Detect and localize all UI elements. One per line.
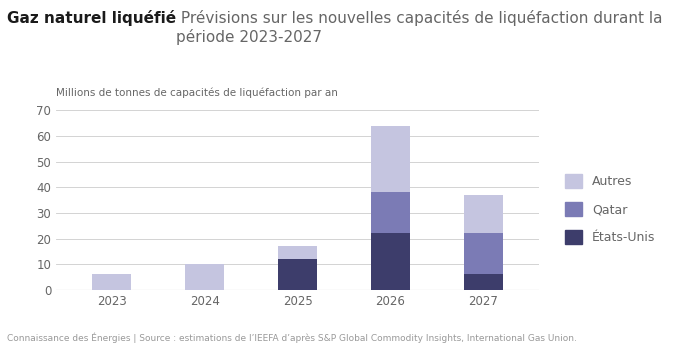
Text: Prévisions sur les nouvelles capacités de liquéfaction durant la
période 2023-20: Prévisions sur les nouvelles capacités d…: [176, 10, 663, 45]
Legend: Autres, Qatar, États-Unis: Autres, Qatar, États-Unis: [565, 174, 655, 245]
Text: Gaz naturel liquéfié: Gaz naturel liquéfié: [7, 10, 176, 26]
Bar: [371, 234, 410, 290]
Bar: [464, 195, 503, 234]
Bar: [464, 274, 503, 290]
Bar: [185, 264, 224, 290]
Bar: [371, 126, 410, 193]
Bar: [278, 246, 317, 259]
Bar: [464, 234, 503, 274]
Bar: [278, 259, 317, 290]
Text: Connaissance des Énergies | Source : estimations de l’IEEFA d’après S&P Global C: Connaissance des Énergies | Source : est…: [7, 333, 577, 343]
Text: Millions de tonnes de capacités de liquéfaction par an: Millions de tonnes de capacités de liqué…: [56, 87, 338, 98]
Bar: [371, 193, 410, 234]
Bar: [92, 274, 131, 290]
